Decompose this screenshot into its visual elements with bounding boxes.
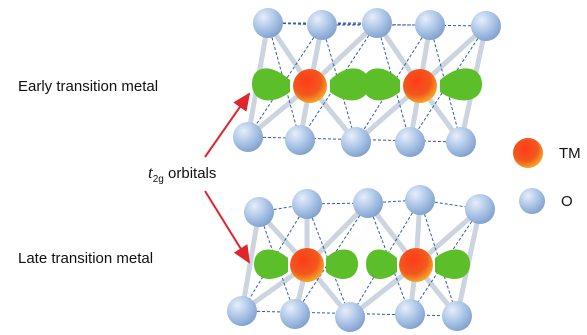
legend-tm-label: TM [559, 145, 581, 162]
oxygen-atom [362, 8, 392, 38]
tm-atom [399, 248, 433, 282]
t2g-orbitals-label: t2g orbitals [148, 163, 216, 185]
oxygen-atom [353, 188, 383, 218]
oxygen-atom [341, 127, 371, 157]
t2g-subscript: 2g [152, 174, 164, 185]
oxygen-atom [280, 299, 310, 329]
oxygen-atom [292, 189, 322, 219]
early-tm-structure [233, 8, 501, 157]
oxygen-atom [395, 127, 425, 157]
legend-o-swatch [519, 188, 545, 214]
arrow-to-early [204, 92, 251, 158]
t2g-orbital-lobes [252, 68, 482, 101]
oxygen-atom [335, 302, 365, 332]
tm-atom [403, 69, 437, 103]
oxygen-atom [233, 122, 263, 152]
oxygen-atom [285, 125, 315, 155]
oxygen-atom [307, 10, 337, 40]
oxygen-atom [442, 301, 472, 331]
t2g-orbital-lobes [254, 249, 470, 279]
legend-tm-swatch [513, 138, 543, 168]
t2g-arrows [204, 92, 251, 264]
oxygen-atom [465, 194, 495, 224]
oxygen-atom [446, 127, 476, 157]
late-tm-label: Late transition metal [18, 250, 154, 267]
late-tm-structure [227, 185, 495, 332]
oxygen-atom [415, 10, 445, 40]
t2g-symbol: t [148, 163, 153, 182]
early-tm-label: Early transition metal [18, 78, 159, 95]
arrow-to-late [204, 190, 251, 264]
oxygen-atom [405, 185, 435, 215]
oxygen-atom [395, 299, 425, 329]
oxygen-atom [244, 197, 274, 227]
oxygen-atom [253, 8, 283, 38]
oxygen-atom [227, 296, 257, 326]
t2g-word: orbitals [168, 165, 217, 182]
oxygen-atom [471, 11, 501, 41]
tm-atom [290, 248, 324, 282]
tm-atom [293, 69, 327, 103]
legend-o-label: O [561, 193, 573, 210]
